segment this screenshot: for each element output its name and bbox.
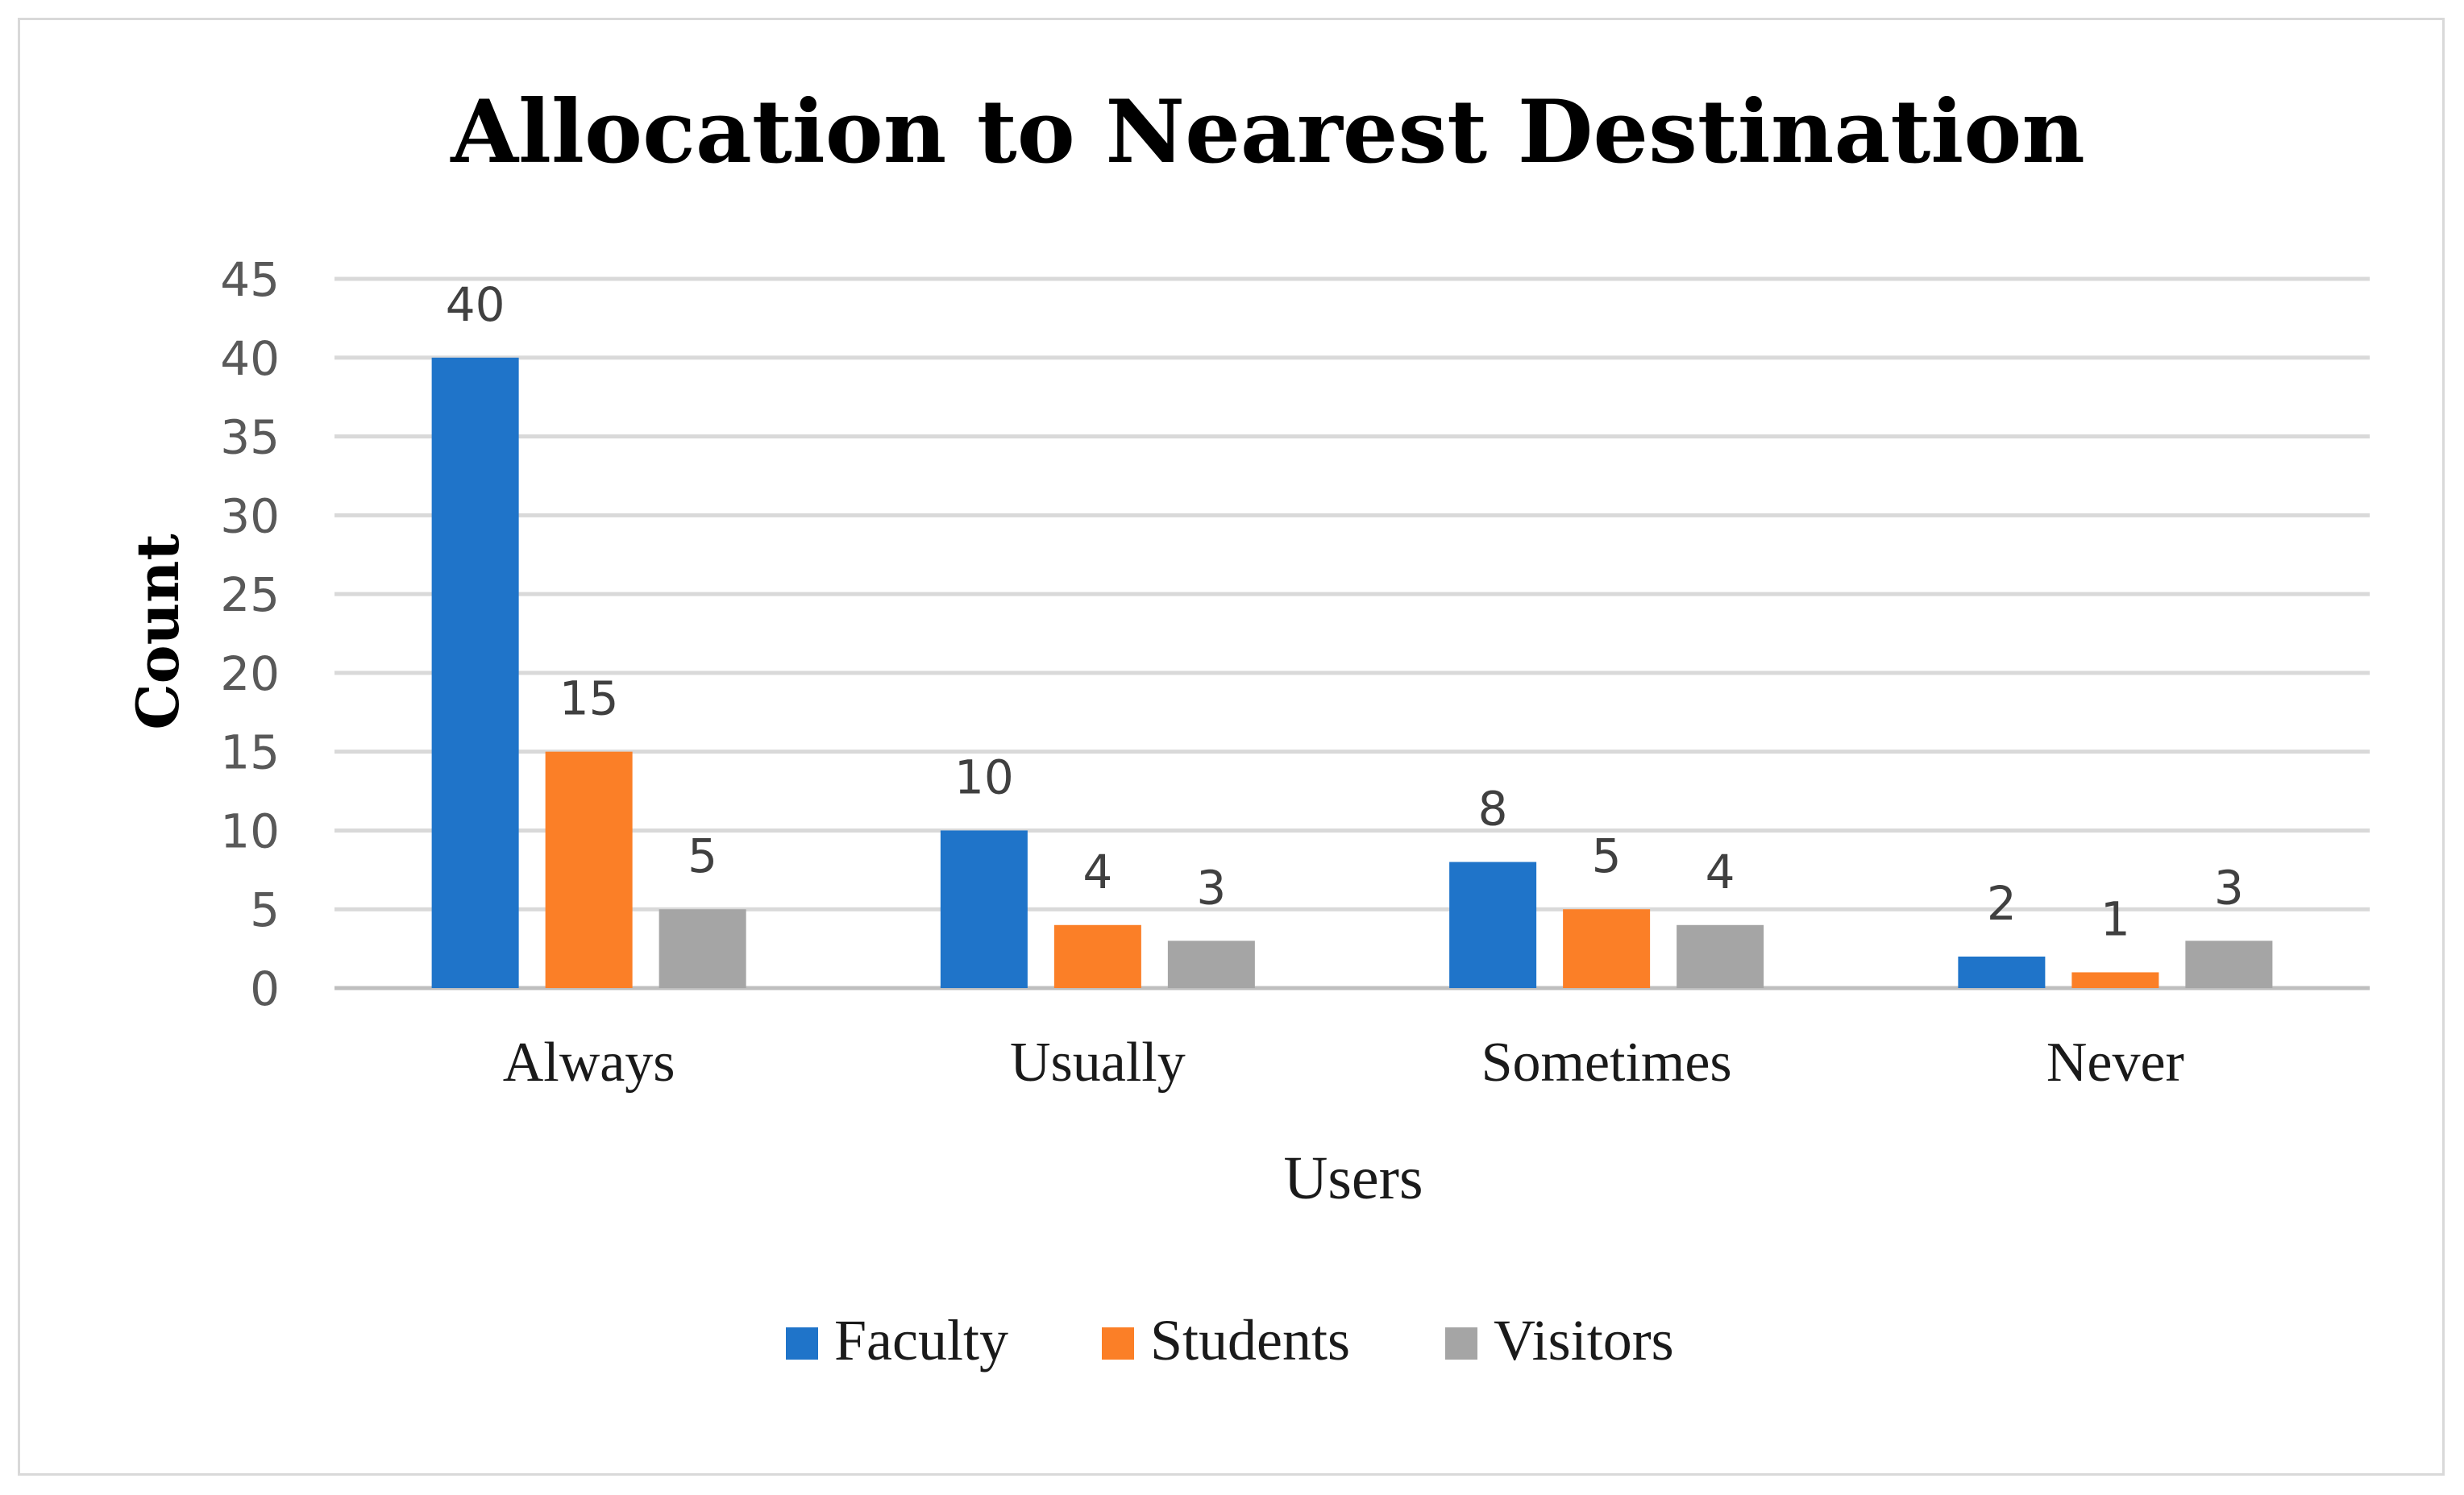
chart-svg: Allocation to Nearest Destination 051015… [123, 81, 2370, 1372]
bar-faculty-usually [940, 830, 1028, 988]
data-label: 1 [2100, 891, 2130, 946]
bar-faculty-sometimes [1449, 862, 1537, 988]
y-tick-label: 10 [220, 804, 280, 858]
y-tick-label: 15 [220, 725, 280, 780]
y-tick-label: 45 [220, 252, 280, 307]
bar-faculty-never [1958, 956, 2046, 988]
legend-label-visitors: Visitors [1494, 1308, 1674, 1372]
data-label: 15 [559, 671, 619, 726]
y-tick-label: 25 [220, 567, 280, 622]
data-label: 5 [1592, 828, 1622, 883]
data-label: 5 [688, 828, 717, 883]
chart-frame: Allocation to Nearest Destination 0 5 10 15… [18, 18, 2445, 1476]
y-tick-label: 30 [220, 488, 280, 543]
bar-visitors-never [2185, 941, 2273, 988]
data-label: 40 [446, 277, 505, 332]
x-tick-label: Usually [1010, 1032, 1186, 1094]
y-tick-label: 5 [250, 882, 280, 937]
x-tick-label: Never [2046, 1032, 2184, 1094]
bar-visitors-always [659, 909, 746, 988]
data-labels: 40 15 5 10 4 3 8 5 4 2 1 3 [446, 277, 2244, 947]
legend: Faculty Students Visitors [786, 1308, 1674, 1372]
x-axis-title: Users [1283, 1144, 1423, 1212]
legend-swatch-faculty [786, 1327, 818, 1360]
data-label: 3 [2214, 860, 2244, 915]
bars [431, 357, 2273, 988]
y-axis-title: Count [123, 534, 192, 729]
legend-swatch-visitors [1445, 1327, 1477, 1360]
gridlines [334, 276, 2370, 990]
legend-label-students: Students [1150, 1308, 1350, 1372]
chart-title: Allocation to Nearest Destination [450, 81, 2085, 183]
y-tick-label: 35 [220, 410, 280, 465]
data-label: 3 [1196, 860, 1226, 915]
bar-students-never [2071, 972, 2159, 988]
bar-students-always [545, 751, 633, 988]
bar-visitors-sometimes [1677, 924, 1764, 988]
data-label: 4 [1706, 845, 1735, 899]
data-label: 4 [1082, 845, 1112, 899]
data-label: 10 [954, 750, 1014, 804]
x-tick-label: Sometimes [1481, 1032, 1732, 1094]
y-tick-label: 20 [220, 646, 280, 701]
bar-students-usually [1053, 924, 1141, 988]
bar-students-sometimes [1563, 909, 1651, 988]
y-tick-label: 40 [220, 331, 280, 386]
data-label: 2 [1987, 876, 2017, 931]
x-axis-ticks: Always Usually Sometimes Never [503, 1032, 2184, 1094]
data-label: 8 [1478, 782, 1508, 837]
y-axis-ticks: 0 5 10 15 20 25 30 35 40 45 [220, 252, 280, 1016]
y-tick-label: 0 [250, 961, 280, 1016]
legend-label-faculty: Faculty [834, 1308, 1008, 1372]
bar-visitors-usually [1167, 941, 1255, 988]
legend-swatch-students [1102, 1327, 1134, 1360]
bar-faculty-always [431, 357, 519, 988]
x-tick-label: Always [503, 1032, 675, 1094]
